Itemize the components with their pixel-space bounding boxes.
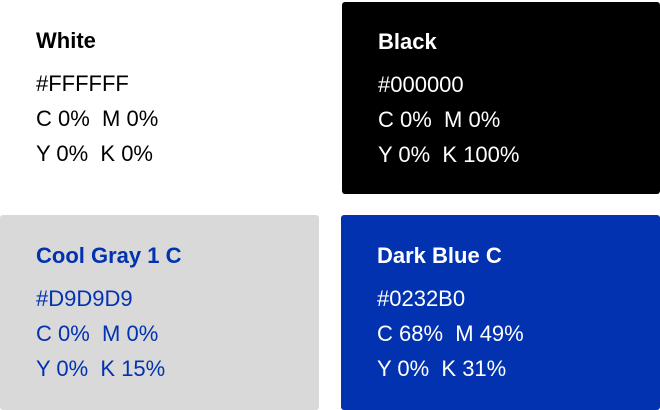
swatch-cmyk-yk: Y 0% K 15% [36, 356, 166, 381]
swatch-hex: #0232B0 [377, 286, 466, 311]
swatch-cmyk-yk: Y 0% K 0% [36, 141, 153, 166]
swatch-cmyk-cm: C 0% M 0% [378, 107, 501, 132]
swatch-name: Black [378, 29, 437, 54]
swatch-white: White #FFFFFF C 0% M 0% Y 0% K 0% [0, 0, 319, 194]
swatch-cmyk-cm: C 0% M 0% [36, 321, 159, 346]
swatch-hex: #FFFFFF [36, 71, 129, 96]
swatch-name: Cool Gray 1 C [36, 243, 182, 268]
swatch-dark-blue: Dark Blue C #0232B0 C 68% M 49% Y 0% K 3… [341, 215, 660, 410]
swatch-hex: #000000 [378, 72, 464, 97]
swatch-name: Dark Blue C [377, 243, 502, 268]
swatch-cmyk-yk: Y 0% K 100% [378, 142, 520, 167]
swatch-cmyk-cm: C 68% M 49% [377, 321, 524, 346]
swatch-hex: #D9D9D9 [36, 286, 133, 311]
swatch-black: Black #000000 C 0% M 0% Y 0% K 100% [342, 2, 660, 194]
swatch-name: White [36, 28, 96, 53]
swatch-cmyk-yk: Y 0% K 31% [377, 356, 507, 381]
swatch-cmyk-cm: C 0% M 0% [36, 106, 159, 131]
swatch-cool-gray: Cool Gray 1 C #D9D9D9 C 0% M 0% Y 0% K 1… [0, 215, 319, 410]
